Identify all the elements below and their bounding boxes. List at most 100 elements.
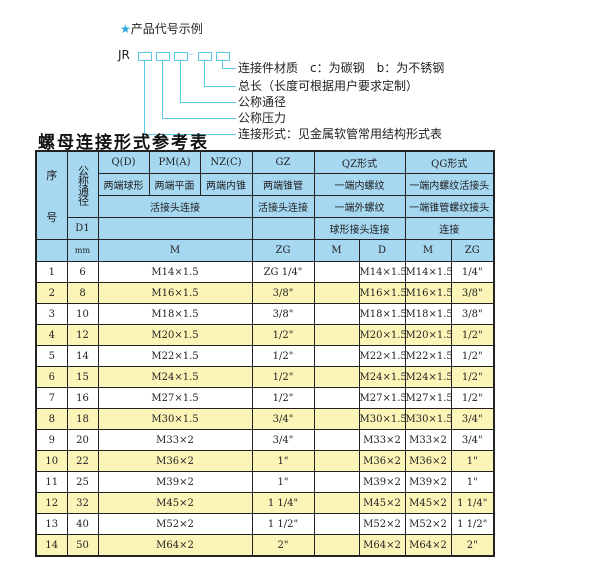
header-union: 活接头连接 [97, 195, 253, 218]
cell-qz-m [313, 429, 360, 451]
cell-dn: 12 [66, 324, 99, 346]
header-qg: QG形式 [404, 150, 495, 174]
header-gz-desc: 两端锥管 [251, 173, 315, 196]
cell-qg-zg: 3/4" [450, 429, 495, 451]
cell-zg: 3/8" [251, 303, 315, 325]
header-pm: PM(A) [148, 150, 201, 174]
cell-qg-m: M52×2 [404, 513, 452, 535]
header-qz-m: M [313, 239, 360, 262]
label-pressure: 公称压力 [238, 111, 287, 125]
cell-dn: 6 [66, 261, 99, 283]
header-qz: QZ形式 [313, 150, 406, 174]
cell-qg-m: M20×1.5 [404, 324, 452, 346]
cell-qg-zg: 1 1/2" [450, 513, 495, 535]
cell-dn: 16 [66, 387, 99, 409]
header-qz-desc2: 一端外螺纹 [313, 195, 406, 218]
cell-qg-m: M33×2 [404, 429, 452, 451]
cell-m: M18×1.5 [97, 303, 253, 325]
code-box [156, 52, 170, 61]
table-row: 12 32 M45×2 1 1/4" M45×2 M45×2 1 1/4" [35, 492, 495, 514]
cell-qz-m [313, 471, 360, 493]
leader-line [180, 61, 181, 103]
leader-line [222, 61, 223, 69]
cell-dn: 8 [66, 282, 99, 304]
cell-zg: 1/2" [251, 387, 315, 409]
cell-qz-d: M33×2 [358, 429, 406, 451]
cell-seq: 3 [35, 303, 68, 325]
cell-seq: 10 [35, 450, 68, 472]
cell-qz-m [313, 282, 360, 304]
cell-qz-d: M45×2 [358, 492, 406, 514]
header-qd: Q(D) [97, 150, 150, 174]
cell-qg-zg: 3/4" [450, 408, 495, 430]
cell-zg: 1/2" [251, 345, 315, 367]
header-mm: mm [66, 239, 99, 262]
leader-line [204, 61, 205, 87]
cell-zg: 3/8" [251, 282, 315, 304]
label-material: 连接件材质 c：为碳钢 b：为不锈钢 [238, 61, 445, 75]
cell-qz-m [313, 303, 360, 325]
header-qg-desc3: 连接 [404, 217, 495, 240]
header-blank [35, 239, 68, 262]
table-row: 11 25 M39×2 1" M39×2 M39×2 1" [35, 471, 495, 493]
nut-connection-table: 序 号 公称通径 Q(D) PM(A) NZ(C) GZ QZ形式 QG形式 两… [35, 150, 495, 557]
cell-dn: 14 [66, 345, 99, 367]
label-connection: 连接形式：见金属软管常用结构形式表 [238, 127, 443, 141]
leader-line [144, 61, 145, 135]
table-body: 1 6 M14×1.5 ZG 1/4" M14×1.5 M14×1.5 1/4" 2 8 M16×… [35, 261, 495, 557]
cell-m: M24×1.5 [97, 366, 253, 388]
cell-qz-m [313, 366, 360, 388]
table-row: 14 50 M64×2 2" M64×2 M64×2 2" [35, 534, 495, 557]
code-box [216, 52, 230, 61]
cell-zg: 3/4" [251, 408, 315, 430]
cell-m: M20×1.5 [97, 324, 253, 346]
cell-qg-m: M27×1.5 [404, 387, 452, 409]
cell-qz-d: M18×1.5 [358, 303, 406, 325]
code-dash: - [189, 47, 193, 60]
code-box [138, 52, 152, 61]
label-diameter: 公称通径 [238, 95, 287, 109]
cell-qg-zg: 1 1/4" [450, 492, 495, 514]
cell-qz-m [313, 534, 360, 557]
cell-qg-zg: 1/4" [450, 261, 495, 283]
cell-qz-m [313, 450, 360, 472]
cell-zg: 1/2" [251, 366, 315, 388]
leader-line [222, 68, 236, 69]
cell-qz-m [313, 261, 360, 283]
cell-qz-m [313, 345, 360, 367]
cell-qg-zg: 1/2" [450, 366, 495, 388]
code-box [174, 52, 188, 61]
cell-zg: 1 1/4" [251, 492, 315, 514]
cell-zg: 1" [251, 471, 315, 493]
cell-qg-m: M24×1.5 [404, 366, 452, 388]
table-row: 4 12 M20×1.5 1/2" M20×1.5 M20×1.5 1/2" [35, 324, 495, 346]
leader-line [180, 102, 236, 103]
cell-dn: 15 [66, 366, 99, 388]
cell-zg: 1" [251, 450, 315, 472]
cell-m: M14×1.5 [97, 261, 253, 283]
cell-seq: 6 [35, 366, 68, 388]
leader-line [162, 118, 236, 119]
header-empty [97, 217, 253, 240]
cell-qg-zg: 1" [450, 450, 495, 472]
cell-qz-m [313, 513, 360, 535]
cell-qg-m: M30×1.5 [404, 408, 452, 430]
header-nz-desc: 两端内锥 [199, 173, 253, 196]
cell-zg: ZG 1/4" [251, 261, 315, 283]
header-gz: GZ [251, 150, 315, 174]
cell-qz-d: M27×1.5 [358, 387, 406, 409]
cell-qg-m: M36×2 [404, 450, 452, 472]
cell-m: M27×1.5 [97, 387, 253, 409]
cell-qg-m: M64×2 [404, 534, 452, 557]
cell-seq: 9 [35, 429, 68, 451]
header-qd-desc: 两端球形 [97, 173, 150, 196]
star-icon: ★ [120, 22, 131, 36]
cell-seq: 13 [35, 513, 68, 535]
header-dn: 公称通径 [66, 150, 99, 218]
example-title: ★产品代号示例 [120, 20, 203, 37]
product-code-prefix: JR [118, 48, 130, 62]
table-row: 2 8 M16×1.5 3/8" M16×1.5 M16×1.5 3/8" [35, 282, 495, 304]
header-qz-d: D [358, 239, 406, 262]
header-qg-desc: 一端内螺纹活接头 [404, 173, 495, 196]
table-row: 3 10 M18×1.5 3/8" M18×1.5 M18×1.5 3/8" [35, 303, 495, 325]
